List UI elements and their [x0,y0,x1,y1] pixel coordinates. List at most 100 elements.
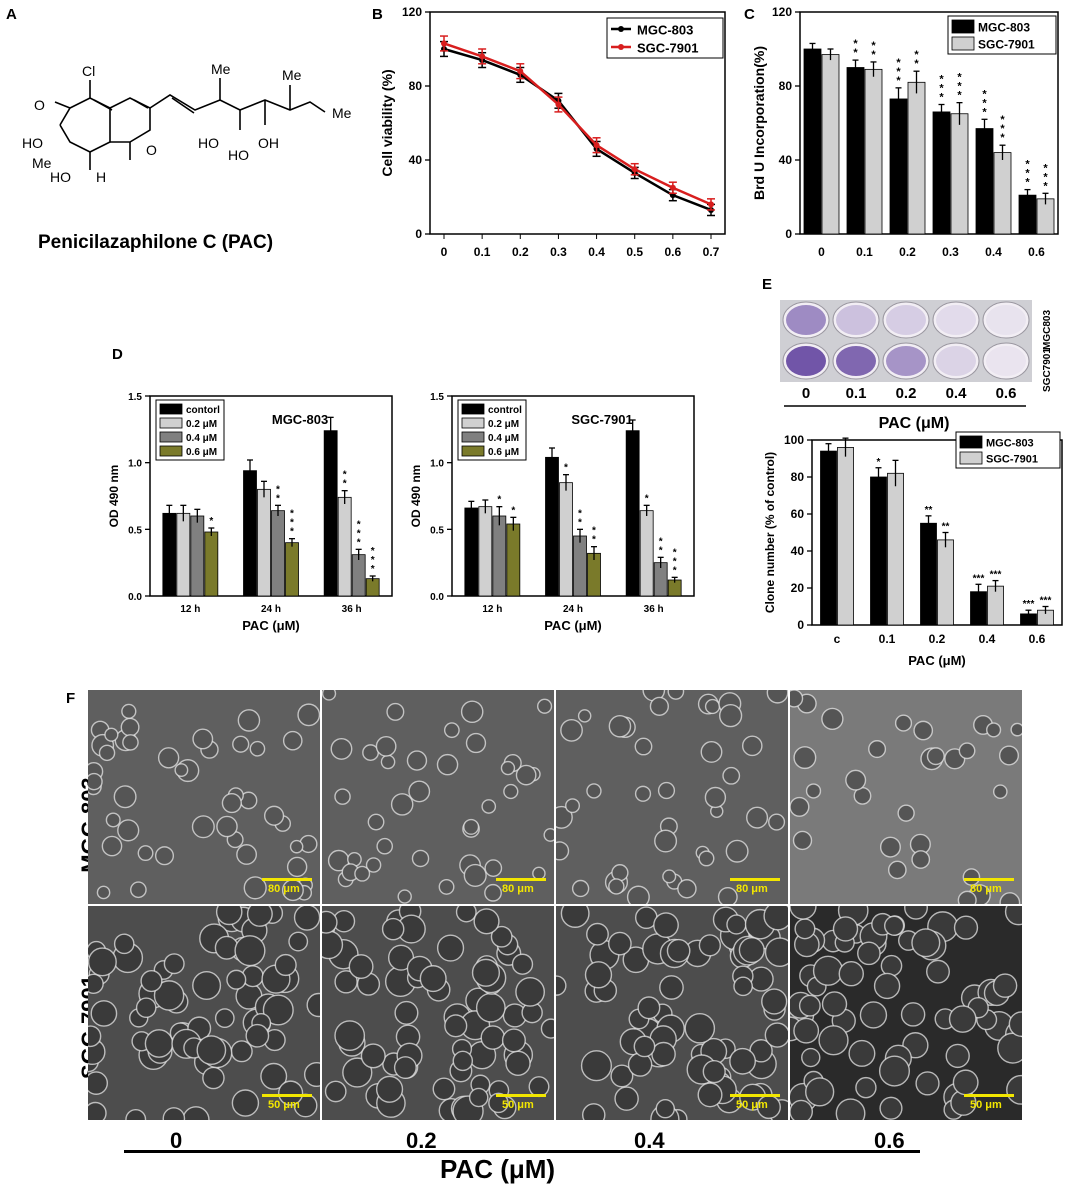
scale-bar [496,878,546,881]
y-tick-label: 40 [779,153,793,167]
atom-me-3: Me [282,67,302,83]
legend-label: SGC-7901 [978,38,1035,52]
x-tick-label: 12 h [482,604,502,615]
chart-cell-viability: 0 40 80 120 Cell viability (%) 0 0.1 0.2 0.3 0.4 0… [379,5,726,268]
significance-mark: * [914,58,919,70]
legend-swatch [959,435,983,449]
dose-label-0: 0 [170,1128,183,1153]
cell-texture [556,690,788,904]
significance-mark: * [511,505,515,516]
scale-label: 80 μm [736,883,768,895]
significance-mark: * [592,535,596,546]
y-tick-label: 120 [402,5,422,19]
cell-texture [790,690,1022,904]
significance-mark: * [957,72,962,84]
data-point [669,184,676,191]
cell-texture [556,906,788,1120]
x-axis-label: PAC (μM) [242,618,300,633]
legend-label: contorl [186,405,220,416]
atom-o-ring: O [146,142,157,158]
y-tick-label: 80 [779,79,793,93]
x-tick-label: 0.6 [1029,632,1046,646]
scale-bar [730,1094,780,1097]
micrograph-panel: 80 μm [556,690,788,904]
micrograph-panel: 80 μm [88,690,320,904]
significance-mark: * [939,83,944,95]
legend-swatch [461,403,485,415]
colony-stain [886,346,926,376]
bar [337,496,352,597]
significance-mark: * [578,517,582,528]
significance-mark: * [673,547,677,558]
significance-mark: * [1043,171,1048,183]
bar [464,507,479,597]
y-tick-label: 0 [797,618,804,632]
culture-dish [932,342,980,380]
data-point [441,40,447,47]
significance-mark: * [357,537,361,548]
micrograph-panel: 80 μm [790,690,1022,904]
significance-mark: * [939,74,944,86]
colony-stain [836,346,876,376]
scale-bar [964,1094,1014,1097]
x-axis-label: PAC (μM) [908,653,966,668]
bar [271,510,285,597]
legend-label: 0.2 μM [488,419,519,430]
significance-mark: * [290,527,294,538]
data-point [708,201,714,208]
x-tick-label: c [834,632,841,646]
x-tick-label: 0.2 [929,632,946,646]
scale-label: 50 μm [268,1099,300,1111]
scale-label: 80 μm [502,883,534,895]
culture-dish [832,301,880,339]
significance-mark: * [1000,123,1005,135]
micrograph-panel: 80 μm [322,690,554,904]
x-tick-label: 0.1 [879,632,896,646]
bar [837,446,854,626]
significance-mark: * [896,57,901,69]
x-tick-label: 0.4 [979,632,996,646]
legend-swatch [951,19,975,34]
legend-label: SGC-7901 [637,41,698,56]
scale-bar [262,1094,312,1097]
bar [803,48,822,235]
y-tick-label: 60 [791,507,805,521]
significance-mark: * [276,484,280,495]
cell-texture [790,906,1022,1120]
significance-mark: * [877,457,881,468]
x-tick-label: 12 h [180,604,200,615]
significance-mark: * [290,518,294,529]
y-tick-label: 0.5 [128,525,142,536]
bar [204,531,219,597]
x-tick-label: 36 h [342,604,362,615]
scale-label: 50 μm [502,1099,534,1111]
data-point [479,53,486,60]
bar [639,510,654,597]
significance-mark: * [645,493,649,504]
bar [190,515,205,597]
bar [257,488,271,597]
micro-axis-label: PAC (μM) [440,1154,556,1184]
x-tick-label: 0.1 [856,245,873,259]
scale-label: 50 μm [970,1099,1002,1111]
significance-mark: ** [942,522,950,533]
significance-mark: *** [1040,596,1052,607]
significance-mark: * [1025,177,1030,189]
bar [950,113,969,235]
bar [932,111,951,235]
y-axis-label: OD 490 nm [409,465,423,528]
x-tick-label: 0.2 [899,245,916,259]
significance-mark: * [1000,114,1005,126]
micrograph-panel: 50 μm [88,906,320,1120]
data-point [555,101,562,108]
x-axis-label: PAC (μM) [544,618,602,633]
legend-swatch [159,431,183,443]
legend-swatch [159,417,183,429]
dose-label: 0.1 [846,385,867,402]
significance-mark: * [982,97,987,109]
y-tick-label: 0 [415,227,422,241]
dose-label: 0.2 [896,385,917,402]
y-tick-label: 0.0 [128,592,142,603]
chemical-structure: Cl O HO Me HO H O Me Me Me HO HO OH [22,61,352,185]
